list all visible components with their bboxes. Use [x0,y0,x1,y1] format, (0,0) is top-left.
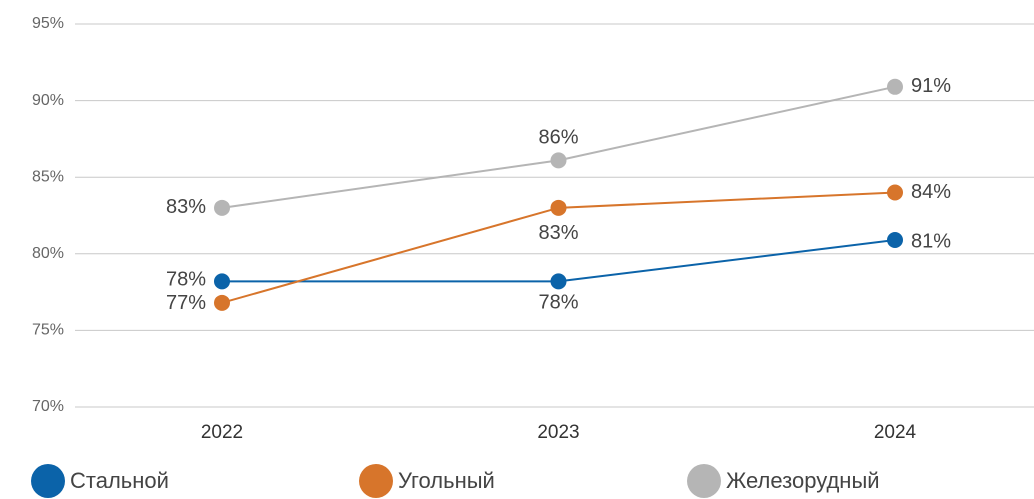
legend-label: Железорудный [726,468,880,493]
point [887,232,903,249]
data-label: 78% [538,292,578,314]
x-tick-label: 2023 [537,422,579,443]
data-label: 84% [911,181,951,203]
x-tick-label: 2024 [874,422,917,443]
legend-marker [31,464,65,498]
point [550,273,567,290]
point [550,199,567,216]
data-label: 83% [166,196,206,218]
y-tick-label: 80% [32,245,64,262]
x-tick-label: 2022 [201,422,243,443]
data-label: 86% [538,127,578,149]
y-tick-label: 85% [32,168,64,185]
y-tick-label: 90% [32,92,64,109]
point [887,78,903,95]
point [214,294,230,311]
data-label: 83% [538,222,578,244]
point [887,184,903,201]
y-tick-label: 75% [32,322,64,339]
data-label: 77% [166,292,206,314]
data-label: 91% [911,75,951,97]
legend-label: Угольный [398,468,495,493]
legend-label: Стальной [70,468,169,493]
point [550,152,567,169]
legend-marker [359,464,393,498]
data-label: 78% [166,269,206,291]
legend-marker [687,464,721,498]
y-tick-label: 70% [32,398,64,415]
point [214,273,230,290]
y-tick-label: 95% [32,15,64,32]
data-label: 81% [911,230,951,252]
point [214,199,230,216]
